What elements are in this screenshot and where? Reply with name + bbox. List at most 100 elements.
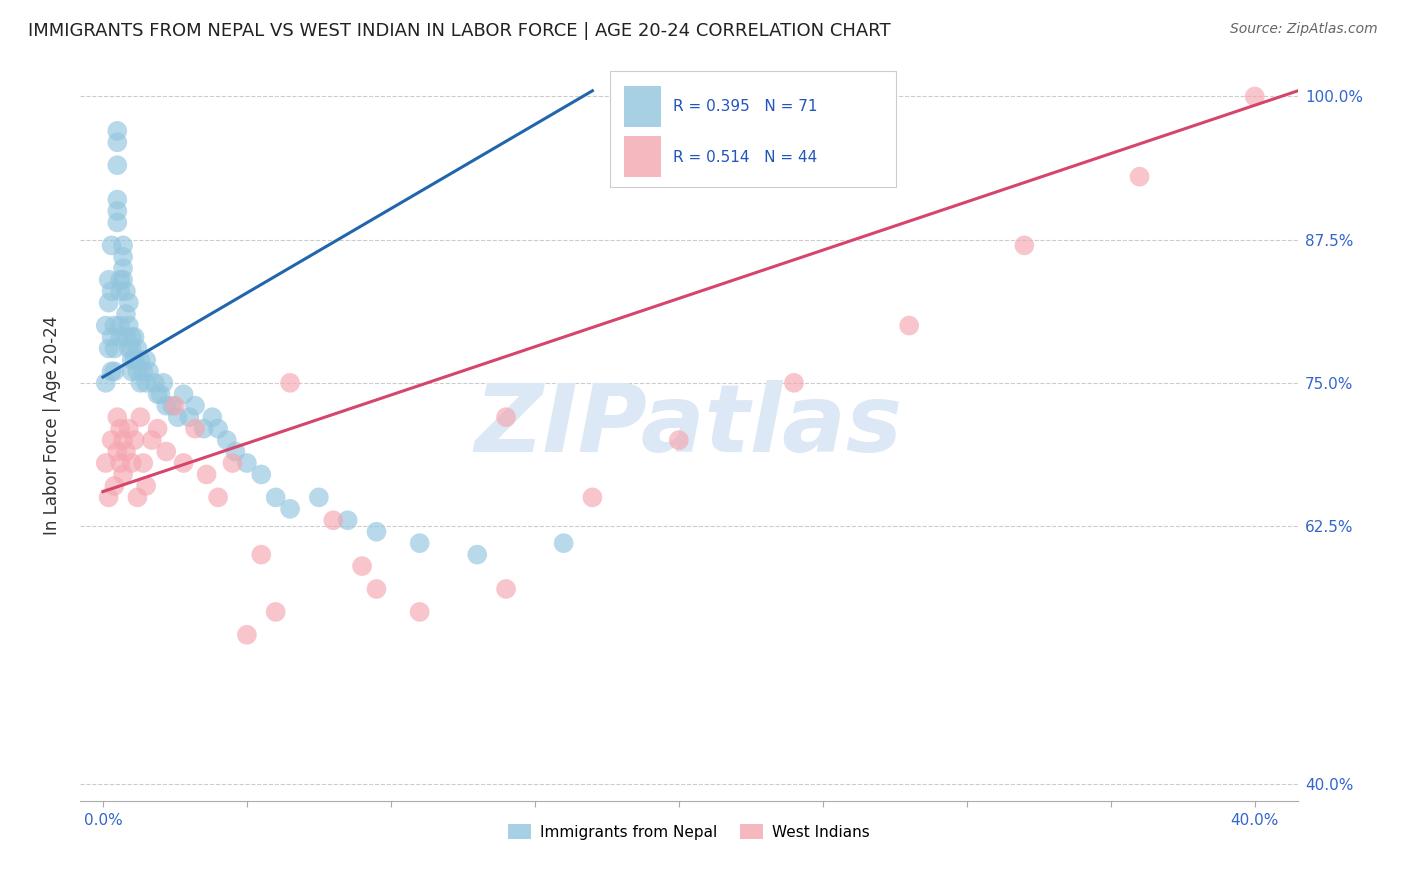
Point (898, 318, 921, 333)
Point (322, 513, 344, 527)
Point (173, 387, 195, 401)
Point (143, 376, 166, 390)
Point (366, 582, 388, 596)
Point (783, 376, 806, 390)
Point (207, 491, 229, 505)
Point (138, 364, 160, 378)
Point (278, 376, 301, 390)
Point (121, 364, 143, 378)
Point (155, 444, 177, 458)
Point (173, 456, 195, 470)
Bar (610, 71, 896, 187)
Point (105, 124, 128, 138)
Point (141, 433, 163, 447)
Point (121, 330, 143, 344)
Point (112, 250, 135, 264)
Point (221, 456, 243, 470)
Point (236, 628, 259, 642)
Point (121, 456, 143, 470)
Y-axis label: In Labor Force | Age 20-24: In Labor Force | Age 20-24 (44, 316, 60, 535)
Point (121, 353, 143, 368)
Point (94, 376, 117, 390)
Point (366, 524, 388, 539)
Point (1014, 238, 1036, 252)
Point (103, 364, 125, 378)
Point (112, 467, 135, 482)
Point (264, 605, 287, 619)
Point (146, 387, 169, 401)
Point (100, 330, 122, 344)
Point (135, 376, 157, 390)
Legend: Immigrants from Nepal, West Indians: Immigrants from Nepal, West Indians (502, 818, 876, 846)
Point (115, 444, 138, 458)
Point (408, 536, 430, 550)
Point (118, 295, 141, 310)
Point (184, 422, 207, 436)
Point (105, 444, 128, 458)
Point (97, 273, 120, 287)
Point (124, 330, 146, 344)
Bar (624, 136, 661, 178)
Point (115, 330, 138, 344)
Point (108, 456, 131, 470)
Point (152, 376, 174, 390)
Point (129, 410, 152, 425)
Point (94, 318, 117, 333)
Point (129, 353, 152, 368)
Point (105, 204, 128, 219)
Point (146, 422, 169, 436)
Point (132, 364, 155, 378)
Point (112, 238, 135, 252)
Point (179, 410, 201, 425)
Point (155, 399, 177, 413)
Point (103, 318, 125, 333)
Point (115, 307, 138, 321)
Point (118, 422, 141, 436)
Point (127, 491, 149, 505)
Point (97, 342, 120, 356)
Point (112, 433, 135, 447)
Point (1243, 89, 1265, 103)
Bar (624, 86, 661, 128)
Point (124, 433, 146, 447)
Point (97, 295, 120, 310)
Point (224, 444, 246, 458)
Point (115, 284, 138, 298)
Point (236, 456, 259, 470)
Point (105, 410, 128, 425)
Point (160, 399, 183, 413)
Point (250, 467, 273, 482)
Point (352, 559, 374, 574)
Text: ZIPatlas: ZIPatlas (475, 380, 903, 472)
Point (195, 467, 218, 482)
Point (108, 330, 131, 344)
Text: R = 0.514   N = 44: R = 0.514 N = 44 (673, 150, 817, 165)
Text: IMMIGRANTS FROM NEPAL VS WEST INDIAN IN LABOR FORCE | AGE 20-24 CORRELATION CHAR: IMMIGRANTS FROM NEPAL VS WEST INDIAN IN … (28, 22, 891, 40)
Point (129, 376, 152, 390)
Point (94, 456, 117, 470)
Point (132, 456, 155, 470)
Point (553, 536, 575, 550)
Point (97, 491, 120, 505)
Text: Source: ZipAtlas.com: Source: ZipAtlas.com (1230, 22, 1378, 37)
Point (108, 284, 131, 298)
Point (108, 422, 131, 436)
Point (336, 513, 359, 527)
Point (105, 215, 128, 229)
Point (166, 410, 188, 425)
Point (127, 364, 149, 378)
Point (581, 491, 603, 505)
Point (108, 273, 131, 287)
Point (118, 342, 141, 356)
Point (105, 158, 128, 172)
Point (124, 353, 146, 368)
Point (100, 364, 122, 378)
Point (108, 318, 131, 333)
Point (112, 261, 135, 276)
Point (668, 433, 690, 447)
Point (135, 353, 157, 368)
Point (118, 318, 141, 333)
Point (127, 342, 149, 356)
Point (100, 433, 122, 447)
Point (163, 399, 186, 413)
